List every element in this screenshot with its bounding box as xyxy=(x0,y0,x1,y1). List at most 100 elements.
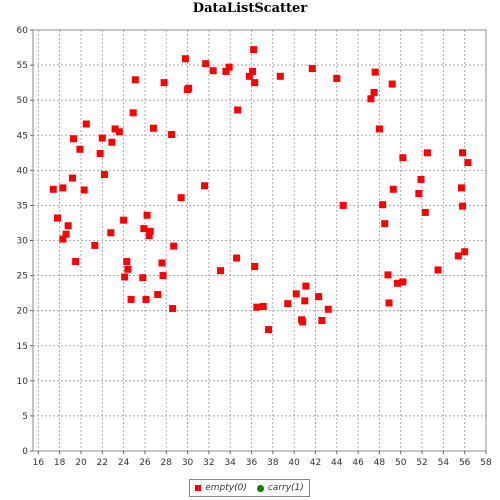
data-point xyxy=(158,259,166,267)
data-point xyxy=(145,232,153,240)
data-point xyxy=(143,211,151,219)
data-point xyxy=(202,60,210,68)
y-tick-label: 35 xyxy=(17,201,28,211)
x-tick-label: 58 xyxy=(480,458,492,468)
data-point xyxy=(142,295,150,303)
x-tick-label: 34 xyxy=(224,458,236,468)
data-point xyxy=(225,63,233,71)
data-point xyxy=(461,248,469,256)
data-point xyxy=(111,125,119,133)
x-tick-label: 54 xyxy=(438,458,450,468)
data-point xyxy=(381,220,389,228)
x-tick-label: 36 xyxy=(246,458,258,468)
data-point xyxy=(59,235,67,243)
y-tick-label: 20 xyxy=(17,307,29,317)
data-point xyxy=(284,300,292,308)
data-point xyxy=(170,242,178,250)
data-point xyxy=(245,72,253,80)
x-tick-label: 22 xyxy=(97,458,108,468)
data-point xyxy=(388,80,396,88)
y-tick-label: 5 xyxy=(22,412,28,422)
data-point xyxy=(333,74,341,82)
x-tick-label: 28 xyxy=(161,458,173,468)
data-point xyxy=(318,316,326,324)
legend: empty(0) carry(1) xyxy=(189,479,310,497)
data-point xyxy=(434,266,442,274)
data-point xyxy=(276,72,284,80)
data-point xyxy=(250,46,258,54)
data-point xyxy=(82,120,90,128)
data-point xyxy=(139,274,147,282)
data-point xyxy=(457,184,465,192)
y-tick-label: 50 xyxy=(17,96,29,106)
data-point xyxy=(98,134,106,142)
data-point xyxy=(115,128,123,136)
data-point xyxy=(394,279,402,287)
data-point xyxy=(233,254,241,262)
data-point xyxy=(131,76,139,84)
data-point xyxy=(417,175,425,183)
data-point xyxy=(154,291,162,299)
y-tick-label: 15 xyxy=(17,342,28,352)
data-point xyxy=(379,201,387,209)
legend-circle-marker-icon xyxy=(256,484,264,492)
data-point xyxy=(160,79,168,87)
data-point xyxy=(399,278,407,286)
x-tick-label: 52 xyxy=(416,458,427,468)
legend-square-marker-icon xyxy=(195,485,202,491)
data-point xyxy=(146,227,154,235)
data-point xyxy=(315,293,323,301)
data-point xyxy=(265,326,273,334)
data-point xyxy=(459,202,467,210)
y-tick-label: 0 xyxy=(22,447,28,457)
x-tick-label: 30 xyxy=(182,458,194,468)
data-point xyxy=(299,318,307,326)
x-tick-label: 38 xyxy=(267,458,279,468)
data-point xyxy=(454,252,462,260)
data-point xyxy=(251,79,259,87)
x-tick-label: 40 xyxy=(288,458,300,468)
data-point xyxy=(415,189,423,197)
data-point xyxy=(91,241,99,249)
y-tick-label: 45 xyxy=(17,131,28,141)
data-point xyxy=(140,225,148,233)
data-point xyxy=(107,229,115,237)
x-tick-label: 46 xyxy=(352,458,364,468)
data-point xyxy=(222,67,230,75)
data-point xyxy=(177,194,185,202)
x-tick-label: 50 xyxy=(395,458,407,468)
data-point xyxy=(253,303,261,311)
data-point xyxy=(399,154,407,162)
data-point xyxy=(76,145,84,153)
data-point xyxy=(54,214,62,222)
data-point xyxy=(249,67,257,75)
data-point xyxy=(423,149,431,157)
x-tick-label: 48 xyxy=(374,458,386,468)
data-point xyxy=(149,124,157,132)
legend-label-empty: empty(0) xyxy=(205,483,247,493)
x-tick-label: 32 xyxy=(203,458,214,468)
data-point xyxy=(259,302,267,310)
data-point xyxy=(100,171,108,179)
data-point xyxy=(375,125,383,133)
data-point xyxy=(68,174,76,182)
data-point xyxy=(371,68,379,76)
y-tick-label: 55 xyxy=(17,61,28,71)
data-point xyxy=(70,135,78,143)
data-point xyxy=(64,222,72,230)
data-point xyxy=(324,305,332,313)
data-point xyxy=(302,282,310,290)
grid-lines xyxy=(33,29,487,452)
data-point xyxy=(49,185,57,193)
chart-title: DataListScatter xyxy=(192,1,308,16)
axis-ticks: 16 18 20 22 24 26 28 30 32 34 36 38 40 42 44 46 48 50 52 54… xyxy=(17,26,492,468)
y-tick-label: 40 xyxy=(17,166,29,176)
data-point xyxy=(62,230,70,238)
data-point xyxy=(251,262,259,270)
data-point xyxy=(72,258,80,266)
data-point xyxy=(123,258,131,266)
data-point xyxy=(181,55,189,63)
data-point xyxy=(234,106,242,114)
data-point xyxy=(80,186,88,194)
x-tick-label: 26 xyxy=(139,458,151,468)
